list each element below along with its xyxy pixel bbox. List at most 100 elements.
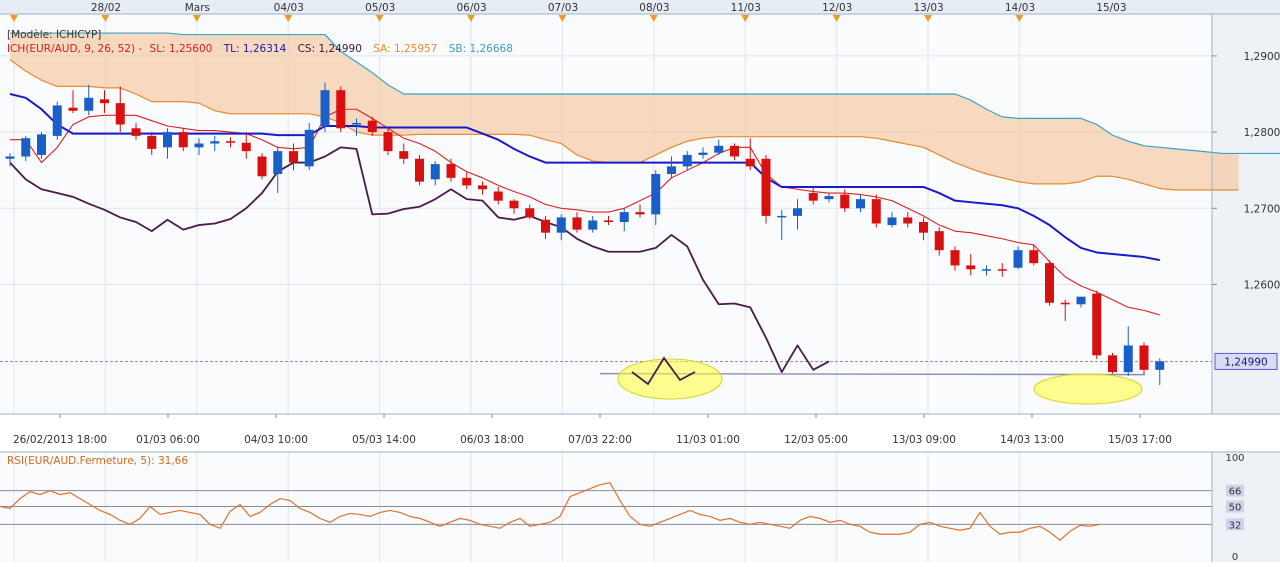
candle-body <box>509 200 519 209</box>
candle-body <box>1139 345 1149 370</box>
rsi-tick-label: 66 <box>1229 487 1242 498</box>
candle-body <box>430 164 440 180</box>
top-date-marker <box>375 15 384 22</box>
highlight-ellipse-price <box>1033 373 1143 405</box>
last-price-value: 1,24990 <box>1224 356 1267 368</box>
top-date-label: 13/03 <box>913 2 943 14</box>
top-date-label: 06/03 <box>456 2 486 14</box>
candle-body <box>257 156 267 177</box>
candle-body <box>730 145 739 157</box>
candle-body <box>37 134 46 155</box>
top-date-marker <box>558 15 567 22</box>
candle-body <box>761 158 771 216</box>
candle-body <box>982 269 991 271</box>
candle-body <box>745 158 755 167</box>
candle-body <box>194 143 204 148</box>
senkou-span-b-line <box>10 32 1280 155</box>
time-axis-label: 01/03 06:00 <box>136 434 200 446</box>
candle-body <box>966 265 976 270</box>
candle-body <box>777 215 787 218</box>
candle-body <box>1108 355 1117 373</box>
candle-body <box>289 151 298 163</box>
time-axis-label: 04/03 10:00 <box>244 434 308 446</box>
candle-body <box>68 107 78 111</box>
time-axis-label: 13/03 09:00 <box>892 434 956 446</box>
candle-body <box>997 269 1007 271</box>
candle-body <box>115 103 125 125</box>
candle-body <box>934 231 944 251</box>
candle-body <box>541 219 550 233</box>
candle-body <box>1155 361 1165 370</box>
time-axis-label: 06/03 18:00 <box>460 434 524 446</box>
candle-body <box>1076 296 1086 305</box>
candle-body <box>1045 263 1054 303</box>
price-tick-label: 1,2700 <box>1244 203 1280 215</box>
last-price-badge <box>1214 352 1278 370</box>
time-axis-label: 12/03 05:00 <box>784 434 848 446</box>
rsi-tick-label: 0 <box>1232 552 1238 562</box>
candle-body <box>556 217 566 233</box>
candle-body <box>572 217 582 230</box>
legend-tl: TL: 1,26314 <box>223 43 287 55</box>
top-date-label: 11/03 <box>731 2 761 14</box>
candle-body <box>1029 250 1039 264</box>
tenkan-sen-line <box>10 108 1160 316</box>
rsi-legend: RSI(EUR/AUD.Fermeture, 5): 31,66 <box>7 455 188 467</box>
top-date-marker <box>10 15 18 22</box>
candle-body <box>352 122 361 125</box>
candle-body <box>525 208 535 218</box>
top-date-label: 07/03 <box>548 2 578 14</box>
time-axis-panel <box>0 414 1280 452</box>
candle-body <box>383 132 393 152</box>
chikou-span-line <box>9 146 830 373</box>
top-date-marker <box>467 15 475 22</box>
candle-body <box>147 135 157 149</box>
top-date-label: 08/03 <box>639 2 669 14</box>
top-date-marker <box>924 15 932 22</box>
ichimoku-legend: ICH(EUR/AUD, 9, 26, 52) - SL: 1,25600 TL… <box>7 43 513 55</box>
candle-body <box>399 151 409 159</box>
top-date-marker <box>284 15 293 22</box>
candle-body <box>714 145 724 153</box>
candle-body <box>1013 250 1023 268</box>
legend-sl: SL: 1,25600 <box>150 43 213 55</box>
candle-body <box>808 193 818 201</box>
candle-body <box>698 152 708 155</box>
price-tick-label: 1,2800 <box>1244 127 1280 139</box>
legend-ich: ICH(EUR/AUD, 9, 26, 52) - <box>7 43 142 55</box>
candle-body <box>903 217 913 224</box>
rsi-tick-label: 100 <box>1225 453 1244 464</box>
candle-body <box>635 212 645 215</box>
candle-body <box>320 90 330 126</box>
candle-body <box>131 128 141 136</box>
candle-body <box>273 151 283 174</box>
price-tick-label: 1,2900 <box>1244 51 1280 63</box>
time-axis-label: 11/03 01:00 <box>676 434 740 446</box>
candle-body <box>367 120 377 133</box>
rsi-level-badge <box>1226 500 1244 513</box>
candle-body <box>478 185 487 190</box>
candle-body <box>84 97 94 111</box>
candle-body <box>682 154 692 167</box>
candle-body <box>415 158 424 182</box>
highlight-ellipse-chikou <box>617 358 723 400</box>
top-date-label: 12/03 <box>822 2 852 14</box>
top-date-marker <box>192 15 201 22</box>
top-date-label: Mars <box>185 2 210 14</box>
rsi-tick-label: 50 <box>1229 503 1242 514</box>
candle-body <box>100 99 109 104</box>
candle-body <box>840 194 850 209</box>
candle-body <box>21 138 31 157</box>
rsi-level-badge <box>1226 518 1244 531</box>
rsi-line <box>0 482 1101 541</box>
candle-body <box>887 217 897 226</box>
top-date-label: 28/02 <box>91 2 121 14</box>
candle-body <box>667 166 676 174</box>
top-date-marker <box>101 15 110 22</box>
candle-body <box>919 222 928 233</box>
time-axis-label: 14/03 13:00 <box>1000 434 1064 446</box>
candle-body <box>163 132 172 148</box>
top-date-bar <box>0 0 1280 14</box>
